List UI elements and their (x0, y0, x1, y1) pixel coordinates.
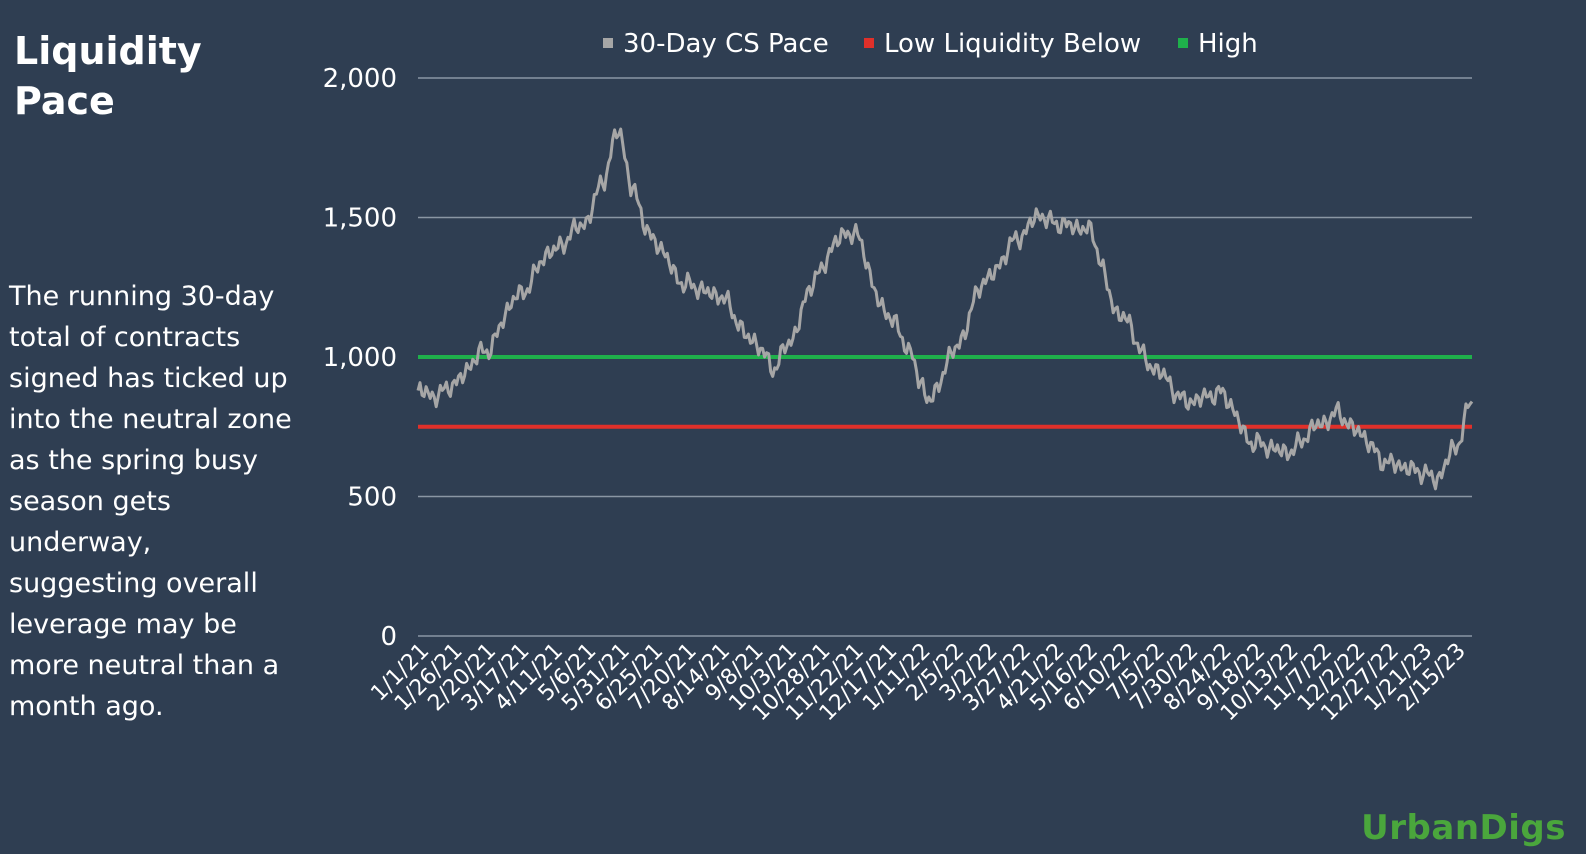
y-tick-label: 1,500 (323, 204, 397, 234)
legend-swatch (603, 38, 613, 48)
legend: 30-Day CS Pace Low Liquidity Below High (603, 29, 1258, 59)
y-tick-label: 2,000 (323, 64, 397, 94)
x-axis: 1/1/211/26/212/20/213/17/214/11/215/6/21… (366, 639, 1470, 727)
legend-label: 30-Day CS Pace (623, 29, 829, 59)
y-axis: 0 500 1,000 1,500 2,000 (323, 64, 397, 652)
chart-description: The running 30-day total of contracts si… (9, 281, 292, 722)
legend-label: Low Liquidity Below (884, 29, 1141, 59)
legend-label: High (1198, 29, 1258, 59)
y-tick-label: 0 (380, 622, 397, 652)
series-layer (416, 127, 1474, 491)
legend-swatch (1178, 38, 1188, 48)
legend-swatch (864, 38, 874, 48)
series-line-30-day-cs-pace (416, 127, 1474, 491)
y-tick-label: 500 (347, 483, 397, 513)
chart-title: Liquidity Pace (14, 29, 202, 123)
y-tick-label: 1,000 (323, 343, 397, 373)
urbandigs-logo: UrbanDigs (1361, 808, 1566, 848)
